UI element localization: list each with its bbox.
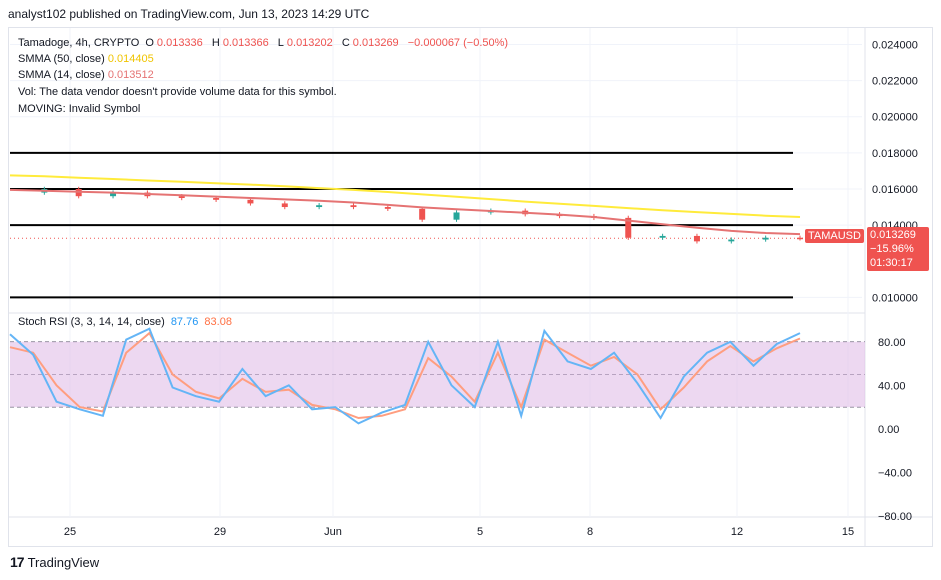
stoch-overbought-oversold-band	[10, 341, 865, 408]
legend-symbol: Tamadoge, 4h, CRYPTO	[18, 37, 140, 49]
candle-body	[247, 199, 254, 204]
candle-body	[693, 235, 700, 242]
candle-body	[384, 207, 391, 209]
legend-vol: Vol: The data vendor doesn't provide vol…	[18, 86, 337, 98]
stoch-tick-label: −40.00	[878, 467, 912, 479]
candle-body	[625, 217, 632, 238]
grid	[8, 28, 933, 546]
legend-low: L 0.013202	[277, 37, 333, 49]
price-tick-label: 0.016000	[872, 184, 918, 196]
legend-smma50: SMMA (50, close) 0.014405	[18, 53, 154, 65]
time-tick-label: 25	[64, 526, 76, 538]
candle-body	[762, 237, 769, 240]
stoch-d-value: 83.08	[204, 316, 232, 328]
candle-body	[728, 239, 735, 242]
legend-change: −0.000067 (−0.50%)	[407, 37, 509, 49]
publisher-line: analyst102 published on TradingView.com,…	[8, 7, 370, 21]
time-tick-label: Jun	[324, 526, 342, 538]
legend-smma14: SMMA (14, close) 0.013512	[18, 69, 154, 81]
time-tick-label: 29	[214, 526, 226, 538]
time-tick-label: 15	[842, 526, 854, 538]
legend-high: H 0.013366	[211, 37, 269, 49]
stoch-tick-label: −80.00	[878, 511, 912, 523]
legend-stoch: Stoch RSI (3, 3, 14, 14, close) 87.76 83…	[18, 316, 232, 328]
symbol-tag: TAMAUSD	[805, 229, 864, 243]
stoch-k-line	[9, 327, 801, 425]
candle-body	[110, 192, 117, 197]
price-tick-label: 0.022000	[872, 76, 918, 88]
stoch-d-line	[9, 331, 801, 420]
price-tick-label: 0.020000	[872, 112, 918, 124]
tradingview-logo[interactable]: 17 TradingView	[10, 554, 99, 570]
legend-open: O 0.013336	[145, 37, 203, 49]
candle-body	[178, 196, 185, 198]
time-tick-label: 12	[731, 526, 743, 538]
legend-symbol-line: Tamadoge, 4h, CRYPTO O 0.013336 H 0.013366…	[18, 37, 511, 49]
candle-body	[659, 235, 666, 238]
smma50-line	[9, 174, 801, 218]
time-tick-label: 8	[587, 526, 593, 538]
candle-body	[453, 212, 460, 220]
candle-body	[213, 198, 220, 200]
stoch-tick-label: 80.00	[878, 337, 906, 349]
price-tick-label: 0.024000	[872, 39, 918, 51]
candle-body	[281, 203, 288, 208]
tradingview-logo-icon: 17	[10, 554, 25, 570]
last-price-tag: 0.013269 −15.96% 01:30:17	[867, 227, 929, 271]
tradingview-brand: TradingView	[27, 554, 100, 570]
candle-body	[350, 205, 357, 208]
smma14-line	[9, 188, 801, 236]
chart-frame[interactable]	[8, 27, 933, 547]
stoch-tick-label: 40.00	[878, 380, 906, 392]
candle-body	[316, 205, 323, 208]
candle-body	[797, 237, 803, 240]
legend-close: C 0.013269	[341, 37, 399, 49]
axes: 0.024000 0.022000 0.020000 0.018000 0.016000…	[64, 39, 918, 538]
indicator-lines	[9, 174, 801, 236]
stoch-rsi-lines	[9, 327, 801, 425]
stoch-k-value: 87.76	[170, 316, 199, 328]
legend-moving: MOVING: Invalid Symbol	[18, 103, 141, 115]
price-tick-label: 0.018000	[872, 148, 918, 160]
candle-body	[419, 208, 426, 220]
price-tick-label: 0.010000	[872, 292, 918, 304]
time-tick-label: 5	[477, 526, 483, 538]
stoch-tick-label: 0.00	[878, 424, 899, 436]
